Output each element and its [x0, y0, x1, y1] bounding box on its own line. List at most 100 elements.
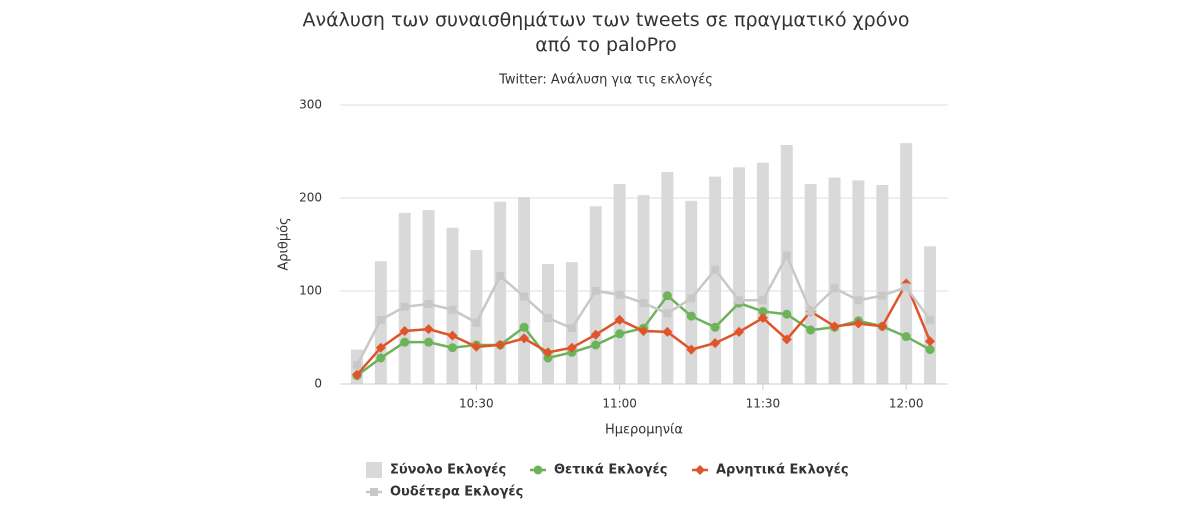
point	[662, 326, 673, 337]
bar	[828, 177, 841, 384]
point	[351, 369, 362, 380]
point	[352, 361, 361, 370]
point	[567, 324, 576, 333]
bar	[709, 176, 722, 384]
point	[543, 313, 552, 322]
point	[806, 325, 816, 335]
legend-marker	[533, 465, 543, 475]
bar	[852, 180, 865, 384]
point	[902, 283, 911, 292]
bar	[924, 246, 937, 384]
point	[638, 325, 649, 336]
bar	[637, 195, 650, 384]
point	[758, 306, 768, 316]
legend-swatch	[366, 462, 382, 478]
point	[806, 307, 815, 316]
point	[400, 302, 409, 311]
bar	[398, 212, 411, 384]
bar	[470, 250, 483, 384]
bar	[876, 184, 889, 384]
bar	[589, 206, 602, 384]
point	[376, 315, 385, 324]
point	[519, 322, 529, 332]
point	[829, 321, 840, 332]
point	[448, 305, 457, 314]
point	[662, 291, 672, 301]
point	[926, 315, 935, 324]
point	[639, 299, 648, 308]
legend-item: Αρνητικά Εκλογές	[692, 463, 849, 478]
point	[400, 337, 410, 347]
point	[615, 290, 624, 299]
chart-title: Ανάλυση των συναισθημάτων των tweets σε …	[302, 9, 909, 56]
point	[471, 341, 482, 352]
legend-label: Σύνολο Εκλογές	[390, 463, 506, 478]
bar	[661, 171, 674, 384]
bar	[422, 210, 435, 384]
legend-item: Ουδέτερα Εκλογές	[366, 485, 523, 500]
bar	[565, 262, 578, 384]
legend-marker	[370, 488, 378, 496]
legend-label: Αρνητικά Εκλογές	[716, 463, 849, 478]
point	[735, 296, 744, 305]
point	[757, 312, 768, 323]
point	[686, 311, 696, 321]
point	[519, 333, 530, 344]
point	[424, 337, 434, 347]
point	[782, 251, 791, 260]
point	[734, 326, 745, 337]
x-axis-label: Ημερομηνία	[605, 423, 683, 438]
bar	[733, 167, 745, 384]
point	[615, 329, 625, 339]
point	[758, 296, 767, 305]
legend-label: Θετικά Εκλογές	[554, 463, 667, 478]
y-axis-label: Αριθμός	[277, 217, 292, 270]
point	[925, 336, 936, 347]
point	[376, 353, 386, 363]
point	[710, 322, 720, 332]
point	[711, 265, 720, 274]
point	[590, 329, 601, 340]
bar	[518, 197, 531, 384]
x-tick-label: 11:00	[602, 397, 637, 411]
point	[375, 342, 386, 353]
point	[447, 330, 458, 341]
point	[495, 339, 506, 350]
point	[614, 314, 625, 325]
bar	[685, 200, 698, 384]
y-tick-label: 200	[299, 191, 322, 205]
x-tick-label: 11:30	[746, 397, 781, 411]
point	[447, 343, 457, 353]
legend-item: Σύνολο Εκλογές	[366, 462, 506, 478]
y-tick-label: 300	[299, 98, 322, 112]
point	[543, 353, 553, 363]
point	[830, 284, 839, 293]
point	[566, 342, 577, 353]
point	[686, 344, 697, 355]
point	[782, 309, 792, 319]
legend-item: Θετικά Εκλογές	[530, 463, 667, 478]
point	[925, 345, 935, 355]
legend-marker	[695, 465, 705, 475]
point	[472, 318, 481, 327]
x-tick-label: 12:00	[889, 397, 924, 411]
point	[496, 272, 505, 281]
point	[520, 292, 529, 301]
legend-label: Ουδέτερα Εκλογές	[390, 485, 523, 500]
point	[591, 340, 601, 350]
point	[878, 291, 887, 300]
bar	[780, 144, 793, 384]
point	[542, 347, 553, 358]
bar	[756, 162, 769, 384]
x-tick-label: 10:30	[459, 397, 494, 411]
point	[663, 309, 672, 318]
point	[399, 325, 410, 336]
bar	[900, 143, 913, 384]
y-tick-label: 0	[314, 377, 322, 391]
bar	[613, 184, 626, 384]
bar	[542, 264, 554, 384]
bar	[494, 201, 507, 384]
point	[424, 300, 433, 309]
point	[877, 321, 888, 332]
